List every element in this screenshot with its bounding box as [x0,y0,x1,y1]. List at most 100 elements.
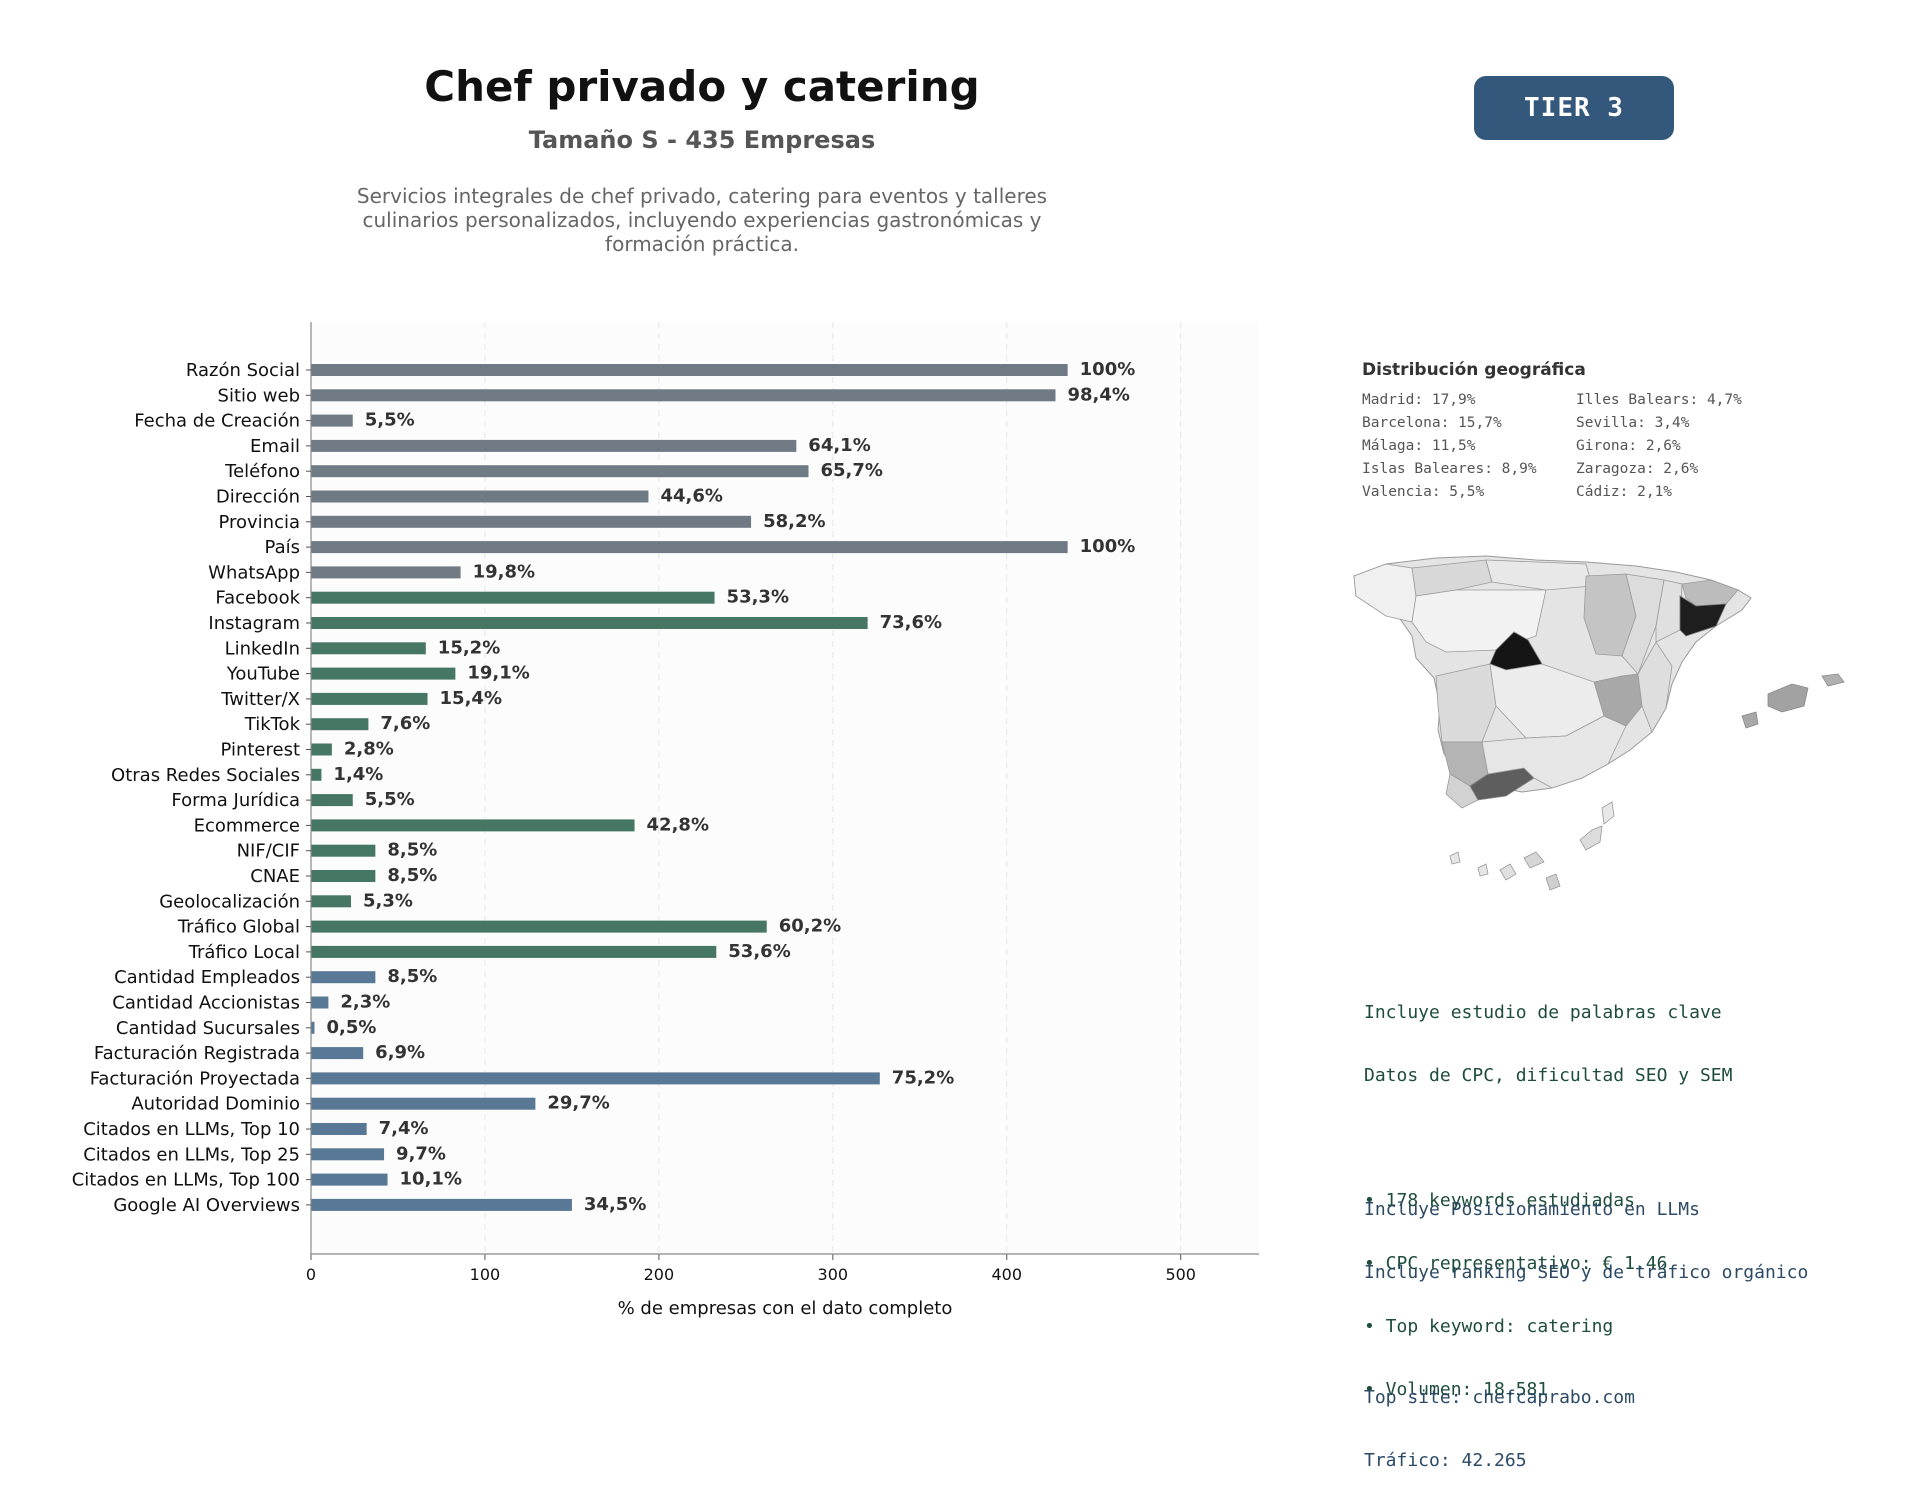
value-label: 44,6% [660,486,722,507]
value-label: 2,8% [344,739,394,760]
geo-distribution-panel: Distribución geográfica Madrid: 17,9% Il… [1362,360,1882,500]
map-canarias-6 [1449,851,1461,865]
bar [311,819,635,832]
value-label: 1,4% [333,764,383,785]
bar [311,1173,388,1186]
keywords-line: Incluye estudio de palabras clave [1364,1002,1722,1023]
value-label: 5,3% [363,890,413,911]
category-label: Cantidad Empleados [114,967,300,988]
category-label: Email [250,436,300,457]
bar [311,743,332,756]
value-label: 7,6% [380,713,430,734]
page-subtitle: Tamaño S - 435 Empresas [528,126,876,154]
value-label: 53,6% [728,941,790,962]
bar [311,591,715,604]
map-asturias [1411,559,1493,597]
category-label: NIF/CIF [237,841,300,862]
category-label: YouTube [226,664,300,685]
bar [311,1021,315,1034]
geo-item: Sevilla: 3,4% [1576,415,1690,431]
geo-item: Zaragoza: 2,6% [1576,461,1699,477]
x-tick-label: 0 [306,1265,316,1284]
value-label: 64,1% [808,435,870,456]
category-label: Google AI Overviews [113,1195,300,1216]
llm-line: Incluye ranking SEO y de tráfico orgánic… [1364,1262,1809,1283]
value-label: 15,4% [440,688,502,709]
bar [311,971,376,984]
value-label: 2,3% [340,992,390,1013]
bar [311,515,752,528]
x-tick-label: 200 [644,1265,675,1284]
bar [311,945,717,958]
category-label: Razón Social [186,360,300,381]
bar [311,920,767,933]
category-label: LinkedIn [225,638,300,659]
x-tick-label: 500 [1165,1265,1196,1284]
llm-line: Incluye Posicionamiento en LLMs [1364,1199,1700,1220]
value-label: 65,7% [820,460,882,481]
map-canarias-5 [1545,873,1561,891]
bar [311,566,461,579]
geo-item: Valencia: 5,5% [1362,484,1485,500]
category-label: Pinterest [220,740,300,761]
geo-item: Islas Baleares: 8,9% [1362,461,1537,477]
category-label: Tráfico Local [188,942,300,963]
category-label: Fecha de Creación [134,411,300,432]
value-label: 58,2% [763,511,825,532]
bar [311,895,352,908]
spain-map [1353,555,1845,891]
category-label: País [265,537,300,558]
bar-chart: 0 100 200 300 400 500 Razón Social 100% Sitio we… [72,322,1259,1319]
plot-area [311,322,1259,1254]
category-label: Facturación Proyectada [90,1068,300,1089]
bar [311,667,456,680]
geo-item: Girona: 2,6% [1576,438,1681,454]
geo-item: Cádiz: 2,1% [1576,484,1673,500]
category-label: Geolocalización [159,891,300,912]
map-canarias-1 [1579,825,1603,851]
bar [311,1198,572,1211]
bar [311,617,868,629]
category-label: Instagram [208,613,300,634]
bar [311,692,428,705]
category-label: Otras Redes Sociales [111,765,300,786]
value-label: 5,5% [365,789,415,810]
value-label: 98,4% [1067,384,1129,405]
keywords-line: • CPC representativo: € 1.46 [1364,1253,1668,1274]
bar [311,642,426,655]
value-label: 8,5% [387,840,437,861]
value-label: 8,5% [387,865,437,886]
bar [311,389,1056,402]
bar [311,1047,364,1060]
value-label: 8,5% [387,966,437,987]
value-label: 10,1% [400,1169,462,1190]
category-label: Ecommerce [194,815,300,836]
value-label: 6,9% [375,1042,425,1063]
llm-info: Incluye Posicionamiento en LLMs Incluye … [1364,1157,1808,1492]
map-cadiz [1445,773,1479,809]
category-label: Citados en LLMs, Top 100 [72,1170,300,1191]
keywords-spacer [1364,1128,1732,1148]
page-description: Servicios integrales de chef privado, ca… [356,184,1048,256]
value-label: 100% [1080,359,1136,380]
llm-line: Tráfico: 42.265 [1364,1450,1527,1471]
value-label: 19,8% [473,561,535,582]
map-canarias-7 [1477,863,1489,877]
map-ibiza [1741,711,1759,729]
keywords-line: • 178 keywords estudiadas [1364,1190,1635,1211]
keywords-line: • Top keyword: catering [1364,1316,1614,1337]
category-label: CNAE [250,866,300,887]
bar [311,718,369,731]
category-label: TikTok [244,714,301,735]
category-label: Facturación Registrada [94,1043,300,1064]
category-label: Cantidad Accionistas [112,993,300,1014]
value-label: 7,4% [379,1118,429,1139]
map-canarias-3 [1523,851,1545,869]
bar [311,465,809,478]
category-label: Autoridad Dominio [131,1094,300,1115]
category-label: Tráfico Global [177,917,300,938]
value-label: 100% [1080,536,1136,557]
value-label: 9,7% [396,1143,446,1164]
value-label: 34,5% [584,1194,646,1215]
value-label: 60,2% [779,916,841,937]
